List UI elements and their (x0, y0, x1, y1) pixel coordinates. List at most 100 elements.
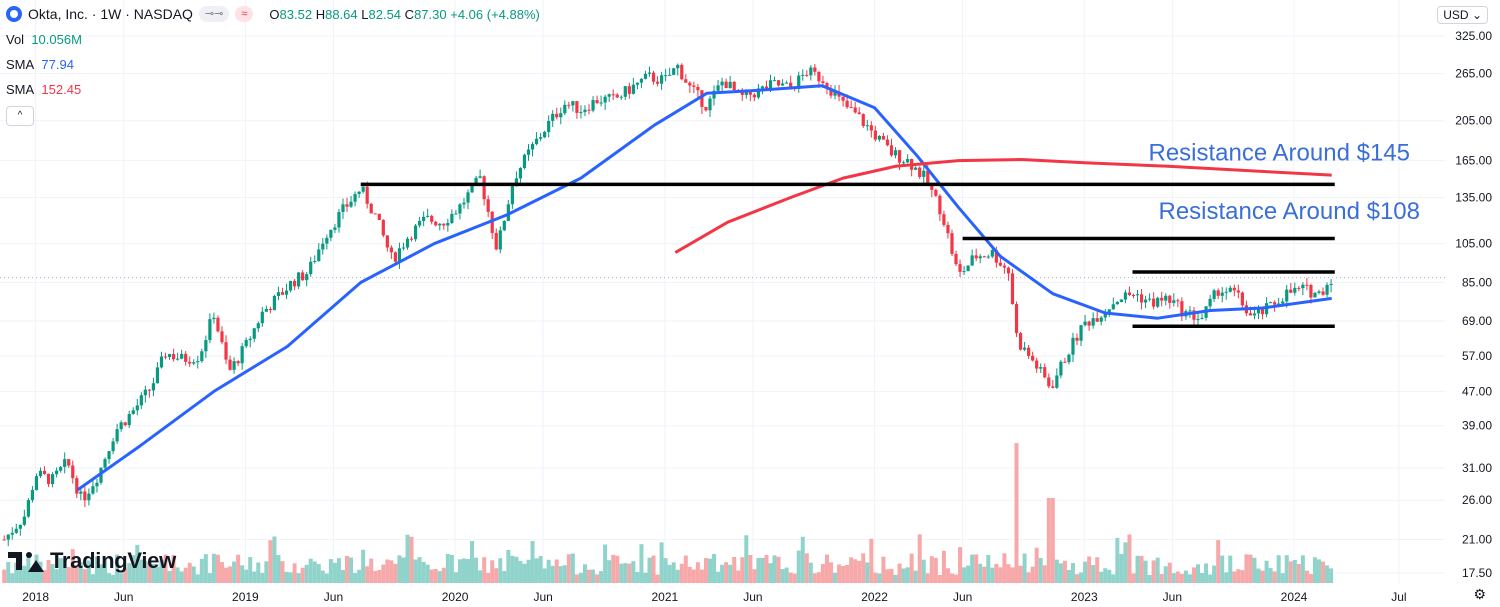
candle-body (1160, 297, 1164, 301)
volume-bar (1054, 559, 1059, 583)
candle-body (1087, 321, 1091, 326)
candle-body (853, 107, 857, 113)
volume-bars (2, 443, 1334, 583)
candle-body (539, 137, 543, 139)
volume-bar (1244, 554, 1249, 583)
candle-body (805, 74, 809, 76)
volume-bar (308, 558, 313, 583)
candle-body (571, 101, 575, 106)
sma-long-legend[interactable]: SMA 152.45 (6, 82, 82, 97)
volume-legend[interactable]: Vol 10.056M (6, 32, 82, 47)
volume-bar (603, 544, 608, 583)
volume-bar (631, 561, 636, 583)
volume-bar (147, 562, 152, 583)
y-tick-label: 325.00 (1455, 29, 1492, 43)
volume-bar (417, 557, 422, 583)
candle-body (595, 100, 599, 104)
candle-body (1047, 377, 1051, 387)
volume-bar (574, 574, 579, 583)
wave-icon[interactable]: ≈ (235, 6, 254, 22)
candle-body (349, 201, 353, 207)
volume-bar (183, 567, 188, 583)
candle-body (1309, 284, 1313, 298)
candle-body (393, 252, 398, 262)
y-tick-label: 105.00 (1455, 237, 1492, 251)
volume-bar (486, 572, 491, 583)
volume-bar (328, 559, 333, 583)
candle-body (1043, 367, 1047, 378)
candle-body (1031, 355, 1035, 361)
candle-body (643, 73, 648, 79)
candle-body (196, 361, 200, 363)
volume-bar (998, 567, 1003, 583)
volume-bar (845, 564, 850, 583)
candle-body (1022, 347, 1027, 350)
volume-bar (1087, 556, 1092, 583)
candle-body (801, 74, 805, 76)
volume-bar (1115, 537, 1120, 583)
volume-bar (171, 555, 176, 583)
volume-bar (195, 574, 200, 583)
gear-icon[interactable]: ⚙ (1473, 586, 1486, 602)
volume-bar (1248, 554, 1253, 583)
candle-body (458, 204, 462, 214)
volume-bar (1018, 565, 1023, 583)
candle-body (30, 490, 35, 501)
candle-body (63, 459, 67, 467)
volume-bar (857, 560, 862, 583)
currency-selector[interactable]: USD ⌄ (1437, 6, 1488, 24)
volume-bar (6, 562, 11, 583)
candle-body (1119, 299, 1123, 302)
candle-body (276, 292, 281, 296)
volume-bar (280, 561, 285, 583)
sma-lines (76, 84, 1332, 492)
candle-body (1317, 291, 1321, 293)
volume-bar (587, 569, 592, 583)
candle-body (79, 491, 83, 494)
link-icon[interactable]: ⊸⊸ (198, 6, 230, 22)
candle-body (817, 71, 821, 82)
candle-body (873, 130, 877, 140)
candle-body (59, 466, 63, 471)
candle-body (752, 94, 756, 98)
volume-bar (466, 559, 471, 583)
volume-bar (667, 564, 672, 583)
candle-body (1285, 289, 1289, 302)
candle-body (369, 203, 373, 214)
candle-body (1297, 287, 1301, 289)
volume-bar (433, 568, 438, 583)
volume-bar (530, 540, 535, 583)
collapse-legend-button[interactable]: ^ (6, 106, 34, 126)
volume-bar (191, 566, 196, 583)
volume-bar (300, 567, 305, 583)
candle-body (962, 271, 966, 273)
volume-bar (252, 571, 257, 583)
volume-bar (127, 563, 132, 583)
volume-bar (1252, 557, 1257, 583)
candle-body (1148, 298, 1152, 300)
sma-short-legend[interactable]: SMA 77.94 (6, 57, 74, 72)
candle-body (155, 367, 160, 384)
candle-body (163, 356, 168, 358)
volume-bar (558, 566, 563, 583)
volume-bar (937, 574, 942, 583)
candle-body (418, 220, 422, 226)
x-tick-label: Jun (1163, 590, 1182, 604)
volume-bar (917, 534, 922, 583)
candle-body (188, 361, 192, 364)
candle-body (1236, 290, 1240, 293)
volume-bar (1284, 555, 1289, 583)
symbol-title[interactable]: Okta, Inc. · 1W · NASDAQ (28, 6, 193, 22)
volume-bar (1010, 567, 1015, 583)
volume-bar (538, 556, 543, 583)
candle-body (1224, 291, 1228, 293)
volume-bar (655, 574, 660, 583)
volume-bar (1139, 555, 1144, 583)
volume-bar (1155, 557, 1160, 583)
volume-bar (550, 565, 555, 583)
volume-bar (683, 555, 688, 583)
candle-body (712, 90, 716, 99)
x-tick-label: 2024 (1281, 590, 1308, 604)
volume-bar (276, 554, 281, 583)
